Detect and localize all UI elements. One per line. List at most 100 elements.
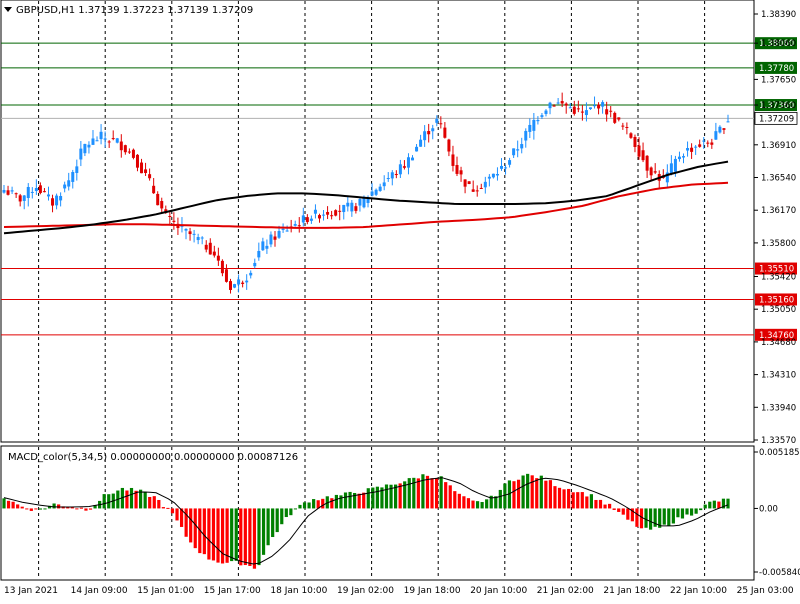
candle-body <box>487 176 491 179</box>
candle-body <box>524 130 528 141</box>
macd-bar <box>699 508 703 511</box>
macd-bar <box>648 508 653 530</box>
macd-bar <box>298 504 302 509</box>
macd-bar <box>639 508 644 529</box>
macd-bar <box>353 492 357 509</box>
current-price-label: 1.37209 <box>759 114 794 124</box>
candle-body <box>34 187 38 191</box>
macd-bar <box>416 478 420 509</box>
candle-body <box>281 228 285 230</box>
level-price-label: 1.37360 <box>759 101 794 111</box>
candle-body <box>439 123 443 125</box>
candle-body <box>451 154 455 166</box>
candle-body <box>229 281 233 290</box>
candle-body <box>123 145 127 153</box>
level-price-tag <box>755 37 797 50</box>
candle-body <box>334 210 338 216</box>
macd-bar <box>567 488 571 509</box>
candle-body <box>111 138 115 140</box>
candle-body <box>6 190 10 195</box>
macd-bar <box>662 508 666 525</box>
macd-bar <box>712 500 716 509</box>
candle-body <box>326 211 330 215</box>
candle-body <box>540 115 544 117</box>
candle-body <box>427 130 431 135</box>
candle-body <box>686 148 690 151</box>
candle-body <box>576 108 580 110</box>
price-axis: 1.38390 1.38060 1.37650 1.37360 1.36910 1.365… <box>754 10 796 446</box>
candle-body <box>152 185 156 194</box>
candle-body <box>690 147 694 152</box>
macd-bar <box>658 508 662 528</box>
macd-bar <box>535 478 539 509</box>
candle-body <box>63 184 67 189</box>
candle-body <box>237 279 241 285</box>
macd-bar <box>630 508 634 522</box>
macd-bar <box>170 508 175 514</box>
candle-body <box>91 138 95 145</box>
macd-bar <box>20 506 24 509</box>
macd-bar <box>343 492 348 509</box>
candle-body <box>350 202 354 212</box>
candle-body <box>196 237 200 241</box>
time-tick-label: 21 Jan 18:00 <box>603 586 660 596</box>
candle-body <box>637 145 641 157</box>
candle-body <box>694 146 698 148</box>
macd-bar <box>448 485 452 509</box>
candle-body <box>26 186 30 198</box>
candle-body <box>544 110 548 114</box>
candle-body <box>135 154 139 168</box>
candle-body <box>354 206 358 211</box>
price-tick-label: 1.33940 <box>761 403 796 413</box>
candle-body <box>512 148 516 156</box>
candle-body <box>212 251 216 256</box>
price-tick-label: 1.36540 <box>761 174 796 184</box>
macd-bar <box>184 508 188 537</box>
macd-bar <box>148 496 152 509</box>
candle-body <box>419 139 423 147</box>
candle-body <box>277 231 281 238</box>
candle-body <box>305 217 309 223</box>
candle-body <box>67 180 71 187</box>
candle-body <box>301 215 305 223</box>
triangle-down-icon[interactable] <box>4 7 12 12</box>
symbol-header: GBPUSD,H1 1.37139 1.37223 1.37139 1.3720… <box>16 5 253 16</box>
candle-body <box>338 210 342 212</box>
candle-body <box>605 109 609 115</box>
macd-bar <box>34 508 38 510</box>
candle-body <box>613 112 617 123</box>
macd-bar <box>70 507 74 509</box>
macd-bar <box>576 492 580 509</box>
candle-body <box>42 191 46 193</box>
macd-bar <box>230 508 234 562</box>
candle-body <box>423 131 427 141</box>
macd-bar <box>143 491 147 509</box>
price-plot-frame <box>0 0 755 443</box>
candle-body <box>119 141 123 151</box>
candle-body <box>560 101 564 104</box>
macd-bar <box>125 490 129 509</box>
macd-bar <box>161 507 165 509</box>
time-tick-label: 25 Jan 03:00 <box>737 586 794 596</box>
candle-body <box>200 237 204 239</box>
macd-bar <box>430 478 434 509</box>
candle-body <box>220 260 224 274</box>
candle-body <box>322 214 326 216</box>
price-tick-label: 1.38060 <box>761 39 796 49</box>
macd-tick-label: -0.005840 <box>759 568 800 578</box>
macd-bar <box>580 492 584 509</box>
macd-bar <box>312 499 316 509</box>
macd-bar <box>667 508 671 526</box>
time-tick-label: 19 Jan 02:00 <box>337 586 394 596</box>
level-price-label: 1.34760 <box>759 331 794 341</box>
candle-body <box>342 204 346 213</box>
macd-bar <box>608 503 612 509</box>
candle-body <box>378 186 382 191</box>
macd-bar <box>129 487 134 509</box>
candle-body <box>593 105 597 107</box>
macd-bar <box>248 508 252 566</box>
macd-bar <box>38 508 43 510</box>
candle-body <box>224 269 228 282</box>
